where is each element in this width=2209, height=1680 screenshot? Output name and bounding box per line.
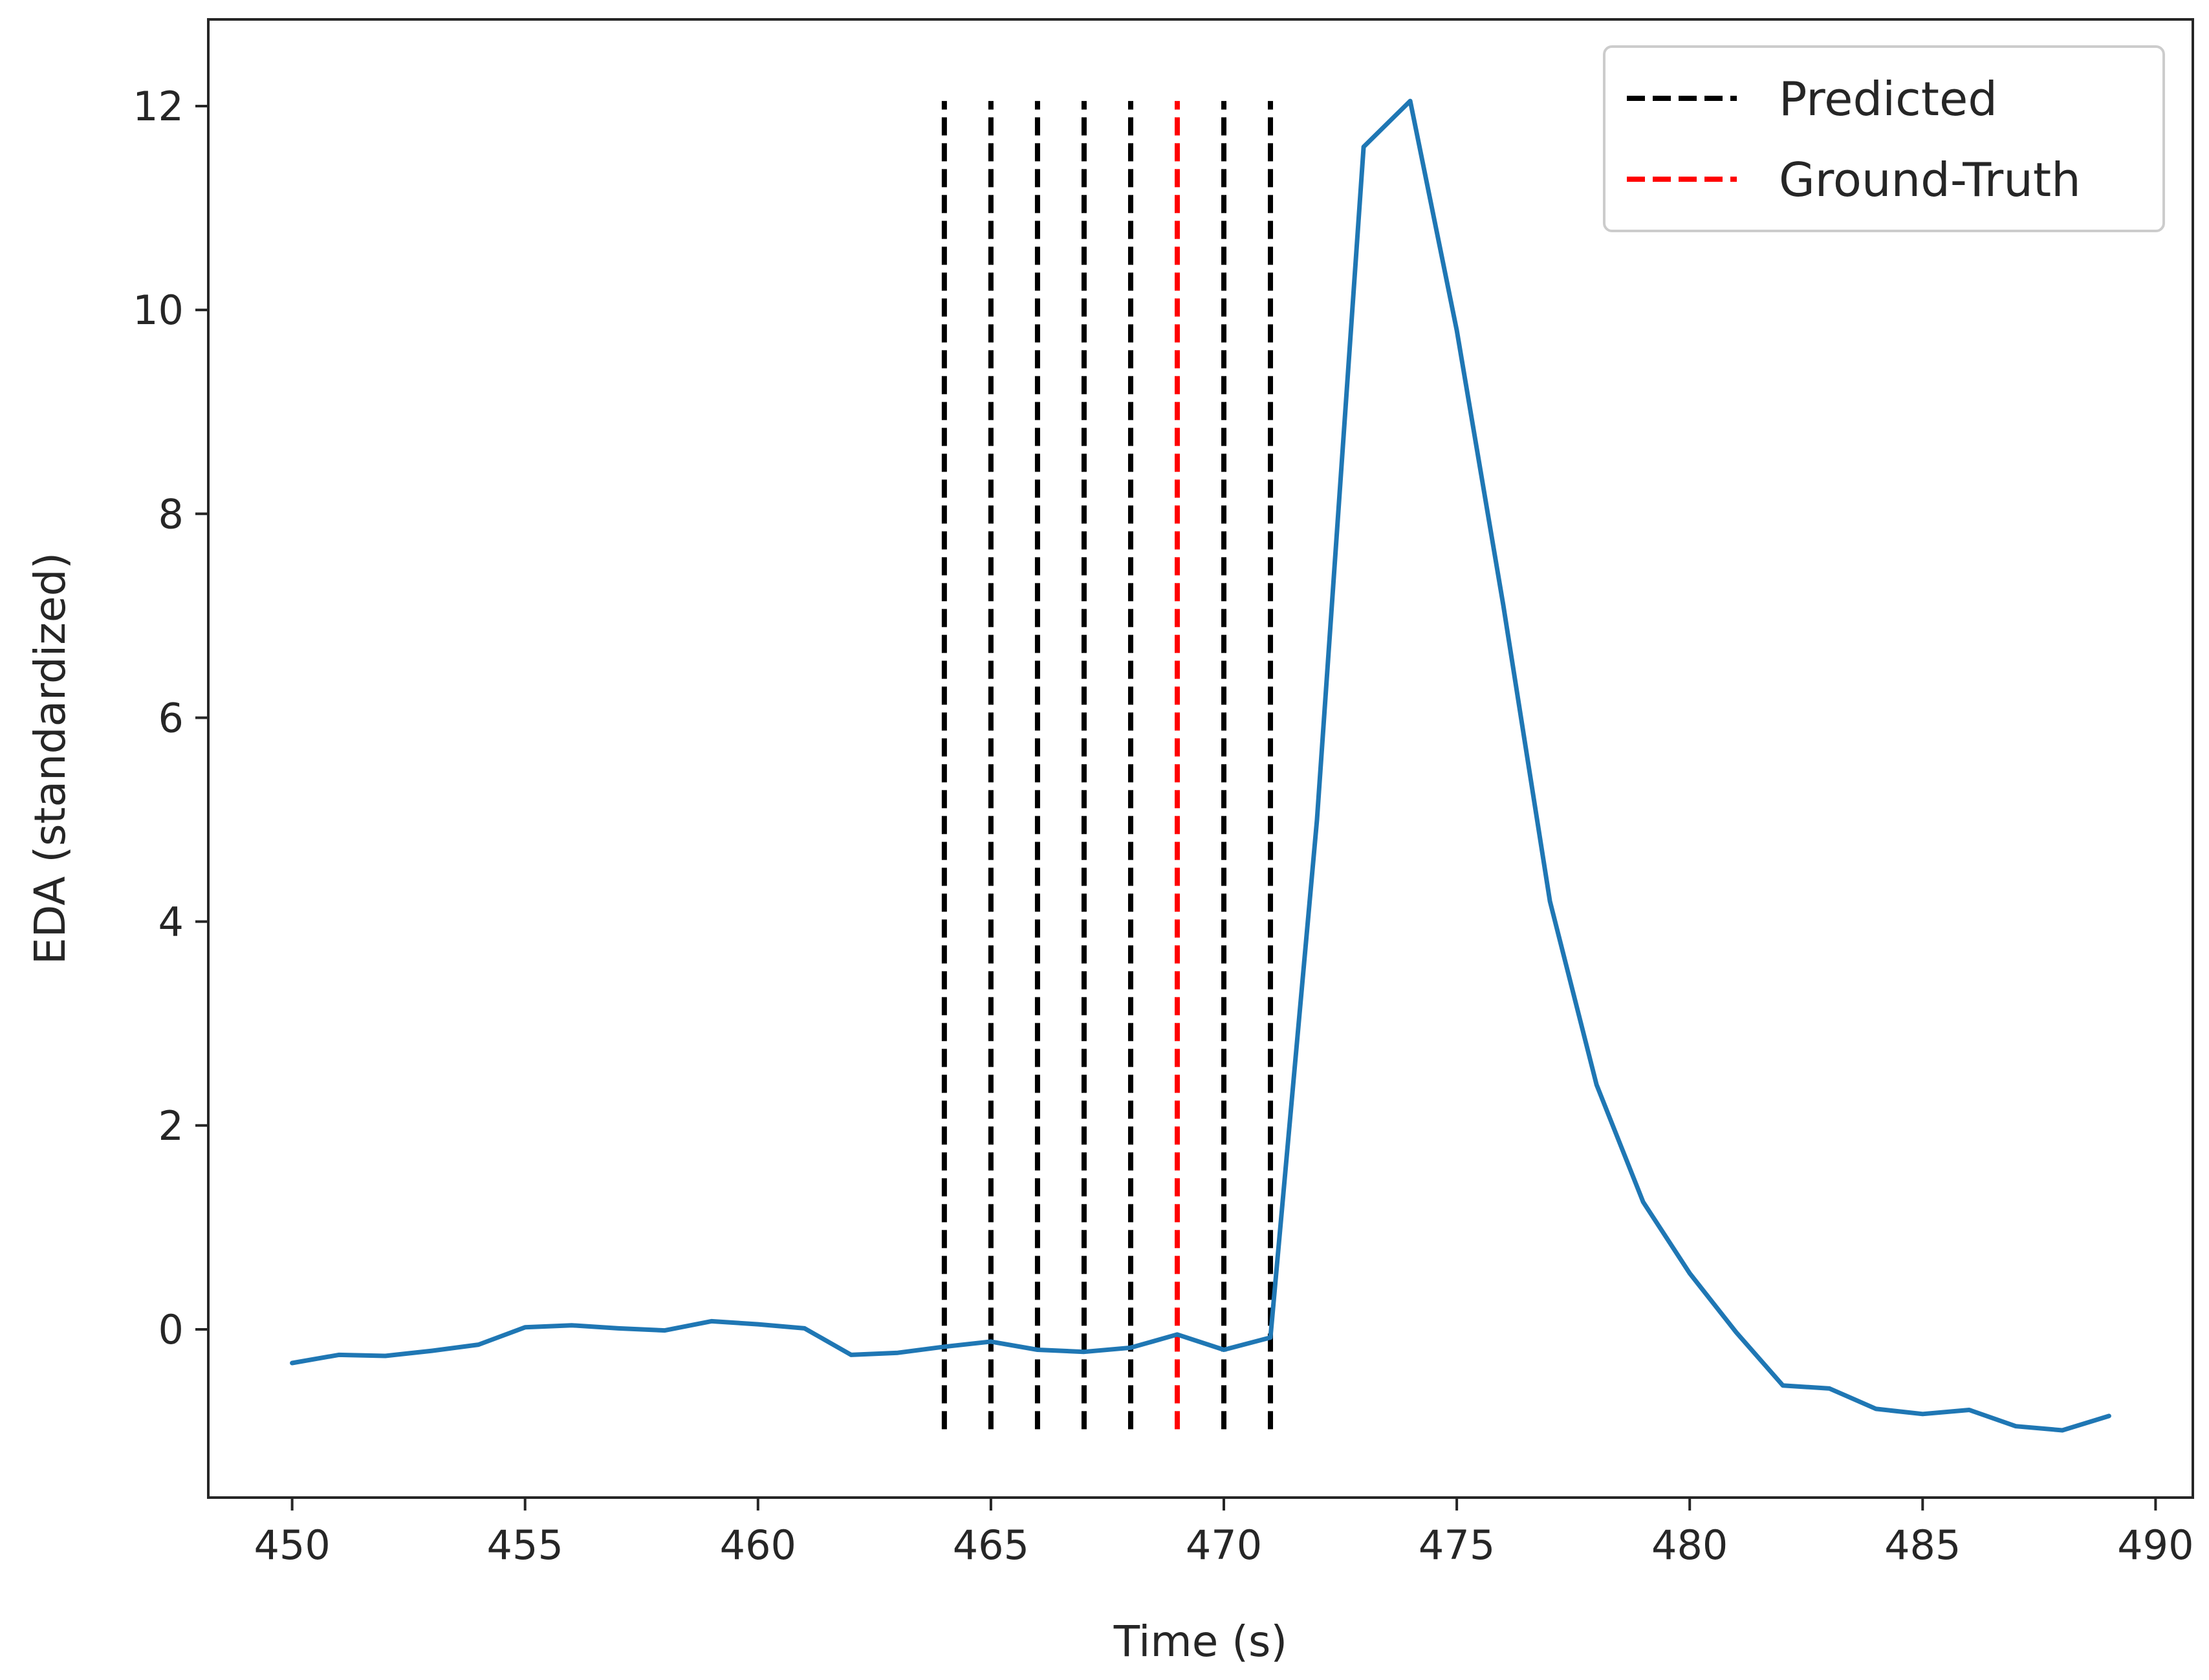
y-axis-label: EDA (standardized) <box>25 552 75 965</box>
x-axis-ticks: 450 455 460 465 470 475 480 485 490 <box>254 1498 2194 1569</box>
x-tick-label: 480 <box>1651 1522 1728 1569</box>
y-tick-label: 4 <box>158 899 184 946</box>
series-layer <box>290 98 2111 1433</box>
x-tick-label: 460 <box>720 1522 796 1569</box>
x-axis-label: Time (s) <box>1113 1617 1287 1666</box>
legend: Predicted Ground-Truth <box>1603 45 2165 232</box>
x-tick-label: 490 <box>2117 1522 2193 1569</box>
x-tick-label: 450 <box>254 1522 330 1569</box>
legend-label-ground-truth: Ground-Truth <box>1779 153 2081 207</box>
y-tick-label: 8 <box>158 490 184 538</box>
x-tick-label: 470 <box>1186 1522 1262 1569</box>
y-tick-label: 0 <box>158 1306 184 1353</box>
eda-series-line <box>290 98 2111 1433</box>
y-tick-label: 2 <box>158 1102 184 1150</box>
x-tick-label: 465 <box>953 1522 1029 1569</box>
x-tick-label: 485 <box>1884 1522 1961 1569</box>
x-tick-label: 475 <box>1419 1522 1495 1569</box>
vertical-lines <box>941 101 1274 1430</box>
legend-box <box>1603 45 2165 232</box>
y-axis-ticks: 0 2 4 6 8 10 12 <box>133 83 208 1353</box>
legend-label-predicted: Predicted <box>1779 72 1997 126</box>
y-tick-label: 6 <box>158 694 184 741</box>
y-tick-label: 10 <box>133 287 184 334</box>
y-tick-label: 12 <box>133 83 184 130</box>
x-tick-label: 455 <box>487 1522 563 1569</box>
axes-frame <box>207 18 2194 1499</box>
